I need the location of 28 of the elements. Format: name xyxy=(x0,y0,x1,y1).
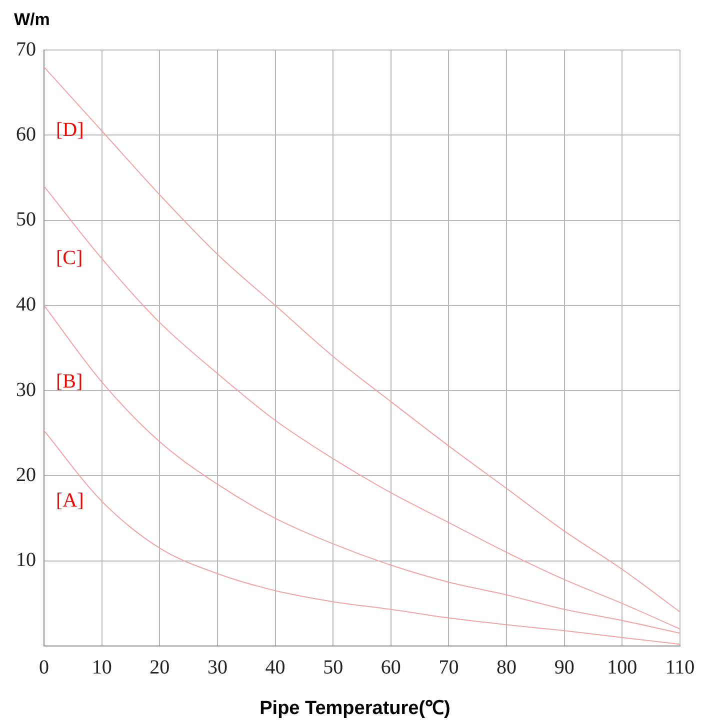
x-axis-title: Pipe Temperature(℃) xyxy=(258,697,452,720)
y-axis-title: W/m xyxy=(14,10,50,30)
x-tick-label: 80 xyxy=(496,656,517,678)
x-tick-label: 10 xyxy=(92,656,112,678)
x-tick-label: 30 xyxy=(207,656,228,678)
series-label: [C] xyxy=(56,246,83,269)
line-series xyxy=(44,186,680,630)
y-tick-label: 10 xyxy=(16,549,36,572)
series-label: [D] xyxy=(56,119,84,142)
x-tick-label: 0 xyxy=(39,656,49,678)
y-tick-label: 50 xyxy=(16,208,36,231)
x-tick-label: 70 xyxy=(438,656,459,678)
series-label: [A] xyxy=(56,490,84,512)
x-tick-label: 20 xyxy=(150,656,170,678)
y-tick-label: 70 xyxy=(16,38,36,60)
x-tick-label: 90 xyxy=(554,656,574,678)
y-tick-label: 30 xyxy=(16,378,36,401)
y-tick-label: 60 xyxy=(16,123,36,146)
series-label: [B] xyxy=(56,370,83,392)
y-tick-label: 40 xyxy=(16,294,36,316)
x-tick-label: 110 xyxy=(665,656,695,678)
x-tick-label: 60 xyxy=(380,656,401,678)
x-tick-label: 50 xyxy=(323,656,344,678)
y-tick-label: 20 xyxy=(16,464,36,486)
line-series xyxy=(44,66,680,612)
x-tick-label: 100 xyxy=(607,656,638,678)
x-tick-label: 40 xyxy=(265,656,286,678)
line-series xyxy=(44,304,680,634)
